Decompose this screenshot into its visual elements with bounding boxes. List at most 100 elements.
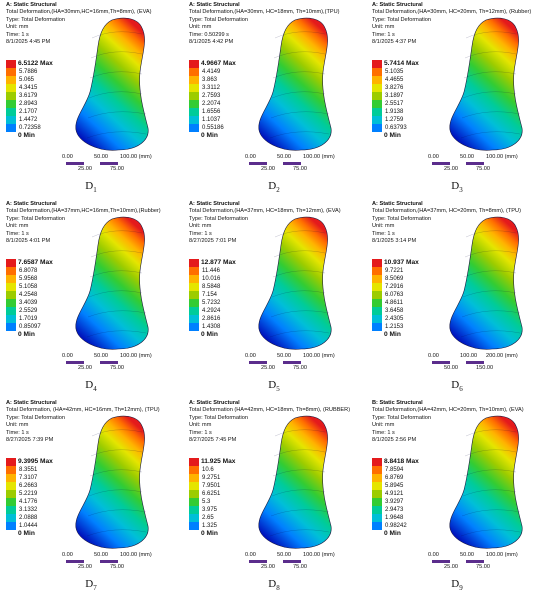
mesh-line bbox=[87, 310, 147, 318]
legend-swatch bbox=[189, 84, 199, 92]
deformation-model-image bbox=[75, 216, 149, 350]
legend-swatch bbox=[189, 283, 199, 291]
legend-swatch bbox=[6, 76, 16, 84]
panel-title: A: Static Structural bbox=[6, 400, 57, 406]
panel-label-index: 2 bbox=[276, 186, 280, 195]
legend-row: 9.2751 bbox=[189, 474, 235, 482]
mesh-line bbox=[90, 51, 143, 59]
legend-swatch bbox=[189, 291, 199, 299]
scale-segment bbox=[466, 361, 484, 364]
panel-title: A: Static Structural bbox=[6, 2, 57, 8]
legend-swatch bbox=[6, 92, 16, 100]
legend-swatch bbox=[6, 315, 16, 323]
mesh-line bbox=[273, 250, 326, 258]
scale-label-top: 50.00 bbox=[460, 154, 474, 160]
timestamp: 8/27/2025 7:01 PM bbox=[189, 238, 237, 245]
panel-header: A: Static Structural Total Deformation,(H… bbox=[372, 2, 531, 46]
legend-swatch bbox=[189, 116, 199, 124]
legend-value: 3.8276 bbox=[385, 85, 404, 91]
scale-segment bbox=[249, 361, 267, 364]
scale-segment bbox=[100, 162, 118, 165]
time-label: Time: 1 s bbox=[372, 429, 395, 436]
result-panel-4: A: Static Structural Total Deformation,(H… bbox=[0, 199, 183, 398]
mesh-line bbox=[464, 250, 517, 258]
scale-label-bottom: 50.00 bbox=[444, 365, 458, 371]
unit-label: Unit: mm bbox=[6, 422, 29, 429]
panel-label: D1 bbox=[76, 180, 106, 194]
unit-label: Unit: mm bbox=[372, 422, 395, 429]
legend-value: 5.8945 bbox=[385, 483, 404, 489]
legend-row: 2.4305 bbox=[372, 315, 419, 323]
legend-row: 4.4149 bbox=[189, 68, 236, 76]
legend-swatch bbox=[372, 474, 382, 482]
legend-min: 0 Min bbox=[18, 132, 35, 139]
legend-value: 0.63793 bbox=[385, 125, 407, 131]
timestamp: 8/27/2025 7:45 PM bbox=[189, 437, 237, 444]
legend-value: 0.72358 bbox=[19, 125, 41, 131]
legend-row: 1.2153 bbox=[372, 323, 419, 331]
legend-value: 4.9121 bbox=[385, 491, 404, 497]
scale-label-bottom: 75.00 bbox=[110, 166, 124, 172]
type-label: Type: Total Deformation bbox=[6, 215, 65, 222]
mesh-line bbox=[90, 250, 143, 258]
legend-min: 0 Min bbox=[384, 132, 401, 139]
legend-swatch bbox=[6, 498, 16, 506]
legend-swatch bbox=[372, 60, 382, 68]
mesh-line bbox=[273, 51, 326, 59]
mesh-line bbox=[91, 31, 143, 39]
legend-row: 3.8276 bbox=[372, 84, 419, 92]
legend-row: 2.2074 bbox=[189, 100, 236, 108]
legend-swatch bbox=[6, 259, 16, 267]
legend-swatch bbox=[6, 291, 16, 299]
legend-value: 2.0888 bbox=[19, 515, 38, 521]
scale-label-top: 50.00 bbox=[94, 552, 108, 558]
scale-label-top: 0.00 bbox=[62, 154, 73, 160]
scale-label-bottom: 75.00 bbox=[293, 166, 307, 172]
legend-min: 0 Min bbox=[384, 331, 401, 338]
panel-header: B: Static Structural Total Deformation,(H… bbox=[372, 400, 524, 444]
legend-swatch bbox=[372, 315, 382, 323]
mesh-line bbox=[271, 290, 326, 298]
mesh-line bbox=[461, 310, 521, 318]
mesh-line bbox=[270, 310, 330, 318]
legend-swatch bbox=[372, 482, 382, 490]
scale-bar: 0.00 50.00 100.00 (mm) 25.00 75.00 bbox=[62, 154, 172, 176]
legend-value: 6.6251 bbox=[202, 491, 221, 497]
mesh-line bbox=[87, 111, 147, 119]
deformation-model-image bbox=[449, 17, 523, 151]
legend-max: 9.3995 Max bbox=[6, 458, 53, 466]
legend-row: 6.6251 bbox=[189, 490, 235, 498]
legend-row: 1.4308 bbox=[189, 323, 236, 331]
scale-label-top: 0.00 bbox=[62, 353, 73, 359]
legend-value: 10.6 bbox=[202, 467, 214, 473]
unit-label: Unit: mm bbox=[189, 422, 212, 429]
scale-label-bottom: 25.00 bbox=[261, 564, 275, 570]
legend-row: 2.8616 bbox=[189, 315, 236, 323]
legend-swatch bbox=[189, 92, 199, 100]
legend-swatch bbox=[372, 68, 382, 76]
legend-max: 12.877 Max bbox=[189, 259, 236, 267]
panel-label-index: 9 bbox=[459, 584, 463, 593]
mesh-line bbox=[269, 131, 330, 139]
legend-swatch bbox=[189, 506, 199, 514]
legend-row: 1.0444 bbox=[6, 522, 53, 530]
legend-value: 1.2153 bbox=[385, 324, 404, 330]
legend-row: 6.2663 bbox=[6, 482, 53, 490]
scale-label-bottom: 25.00 bbox=[78, 166, 92, 172]
type-label: Type: Total Deformation bbox=[189, 414, 248, 421]
mesh-line bbox=[461, 509, 521, 517]
scale-bar: 0.00 50.00 100.00 (mm) 25.00 75.00 bbox=[62, 353, 172, 375]
legend-max: 8.8418 Max bbox=[372, 458, 419, 466]
panel-header: A: Static Structural Total Deformation (H… bbox=[189, 400, 350, 444]
scale-segment bbox=[249, 560, 267, 563]
legend-row: 2.1707 bbox=[6, 108, 53, 116]
panel-label-letter: D bbox=[451, 578, 460, 590]
legend-value: 5.1058 bbox=[19, 284, 38, 290]
mesh-line bbox=[465, 230, 517, 238]
scale-label-top: 0.00 bbox=[245, 154, 256, 160]
legend-value: 6.2663 bbox=[19, 483, 38, 489]
scale-bar: 0.00 50.00 100.00 (mm) 25.00 75.00 bbox=[428, 154, 538, 176]
legend-swatch bbox=[372, 84, 382, 92]
legend-value: 3.975 bbox=[202, 507, 218, 513]
scale-segment bbox=[283, 162, 301, 165]
